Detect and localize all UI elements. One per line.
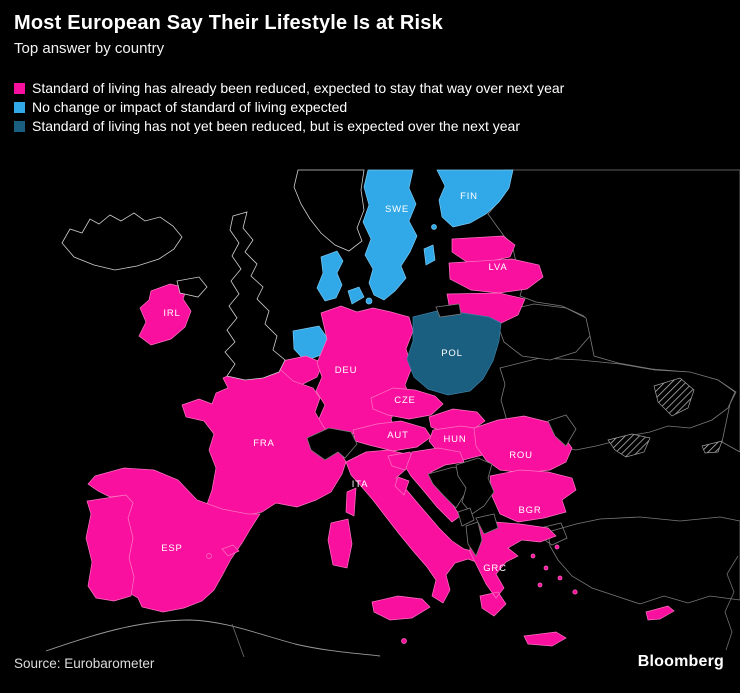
- country-label-fin: FIN: [460, 191, 478, 202]
- country-label-deu: DEU: [335, 365, 357, 376]
- country-uk: [176, 211, 286, 381]
- country-label-pol: POL: [441, 348, 462, 359]
- country-label-rou: ROU: [509, 450, 533, 461]
- country-iceland: [61, 212, 183, 271]
- legend: Standard of living has already been redu…: [14, 79, 564, 136]
- country-label-aut: AUT: [387, 430, 408, 441]
- island-aland: [431, 224, 437, 230]
- country-turkey: [539, 516, 740, 605]
- country-label-cze: CZE: [394, 395, 415, 406]
- country-belarus: [497, 303, 591, 361]
- bloomberg-logo: Bloomberg: [637, 653, 724, 670]
- legend-item-no-change: No change or impact of standard of livin…: [14, 98, 564, 117]
- country-label-layer: SWE FIN LVA IRL DEU POL CZE AUT HUN FRA ITA ROU BGR E…: [161, 191, 542, 574]
- island-zealand: [365, 297, 373, 305]
- island-sardinia: [327, 518, 353, 569]
- country-serbia: [455, 457, 495, 515]
- legend-label-not-yet: Standard of living has not yet been redu…: [32, 118, 520, 134]
- europe-map: SWE FIN LVA IRL DEU POL CZE AUT HUN FRA ITA ROU BGR E…: [0, 160, 740, 657]
- country-label-grc: GRC: [483, 563, 507, 574]
- legend-label-no-change: No change or impact of standard of livin…: [32, 99, 348, 115]
- country-poland: [406, 310, 502, 396]
- country-label-fra: FRA: [253, 438, 274, 449]
- country-czechia: [370, 387, 444, 420]
- island-aegean-3: [554, 544, 560, 550]
- country-sweden: [362, 169, 418, 301]
- island-gotland: [423, 244, 436, 266]
- country-label-irl: IRL: [163, 308, 180, 319]
- legend-item-not-yet: Standard of living has not yet been redu…: [14, 117, 564, 136]
- island-balearics: [221, 544, 240, 557]
- country-montenegro: [457, 507, 475, 527]
- country-bulgaria: [489, 469, 577, 523]
- island-ibiza: [206, 553, 212, 559]
- legend-item-reduced: Standard of living has already been redu…: [14, 79, 564, 98]
- country-label-ita: ITA: [352, 479, 368, 490]
- country-austria: [352, 420, 432, 452]
- country-switzerland: [306, 427, 358, 461]
- country-portugal: [85, 494, 135, 602]
- country-label-swe: SWE: [385, 204, 409, 215]
- legend-swatch-lightblue-icon: [14, 102, 25, 113]
- coastline-north-africa: [45, 619, 381, 657]
- country-moldova: [547, 414, 577, 447]
- country-greece: [469, 521, 567, 647]
- chart-title: Most European Say Their Lifestyle Is at …: [14, 12, 443, 34]
- coastline-levant: [724, 555, 739, 651]
- country-label-bgr: BGR: [519, 505, 542, 516]
- source-note: Source: Eurobarometer: [14, 656, 155, 671]
- island-aegean-1: [530, 553, 536, 559]
- country-label-esp: ESP: [161, 543, 182, 554]
- country-norway: [293, 169, 365, 252]
- country-slovakia: [428, 408, 486, 434]
- country-label-lva: LVA: [489, 262, 508, 273]
- chart-subtitle: Top answer by country: [14, 40, 165, 57]
- country-latvia: [448, 258, 544, 294]
- disputed-region-eastern-ukraine: [653, 377, 695, 417]
- country-estonia: [451, 235, 516, 263]
- legend-swatch-pink-icon: [14, 83, 25, 94]
- border-morocco-algeria: [231, 623, 245, 657]
- island-sicily: [371, 595, 431, 621]
- country-north-macedonia: [475, 513, 499, 535]
- legend-label-reduced: Standard of living has already been redu…: [32, 80, 565, 96]
- country-malta: [401, 638, 407, 644]
- disputed-region-black-sea-coast: [701, 440, 723, 454]
- disputed-region-crimea: [607, 433, 651, 458]
- country-germany: [315, 305, 414, 438]
- legend-swatch-darkblue-icon: [14, 121, 25, 132]
- country-albania: [465, 521, 483, 557]
- island-rhodes: [572, 589, 578, 595]
- chart-header: Most European Say Their Lifestyle Is at …: [14, 12, 443, 57]
- country-cyprus: [645, 605, 675, 621]
- country-romania: [473, 415, 573, 474]
- island-aegean-4: [537, 582, 543, 588]
- island-aegean-2: [543, 565, 549, 571]
- island-aegean-5: [557, 575, 563, 581]
- region-kaliningrad: [435, 303, 462, 318]
- country-finland: [436, 169, 514, 228]
- island-corsica: [345, 487, 357, 517]
- country-label-hun: HUN: [444, 434, 467, 445]
- country-denmark: [316, 250, 365, 305]
